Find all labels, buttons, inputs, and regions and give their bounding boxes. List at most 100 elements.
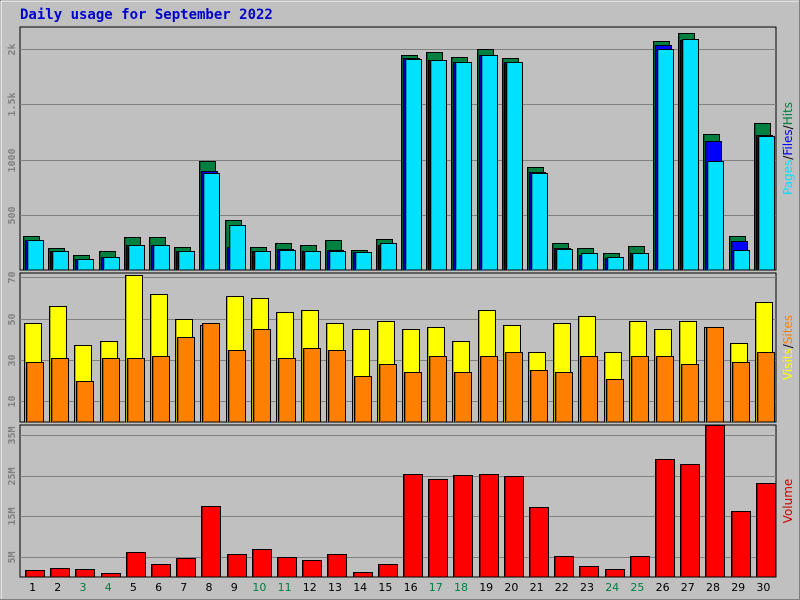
- side-label-part: /: [781, 124, 795, 129]
- bar-pages-day-16: [405, 59, 422, 271]
- x-tick-label-day-22: 22: [555, 581, 569, 594]
- bar-pages-day-25: [632, 253, 649, 271]
- bar-sites-day-5: [127, 358, 145, 423]
- bar-sites-day-7: [177, 337, 195, 423]
- bar-pages-day-18: [455, 62, 472, 271]
- bar-pages-day-23: [581, 253, 598, 271]
- bar-sites-day-18: [454, 372, 472, 423]
- bar-sites-day-22: [555, 372, 573, 423]
- x-tick-label-day-17: 17: [429, 581, 443, 594]
- series-sites: [26, 323, 775, 423]
- x-tick-label-day-11: 11: [278, 581, 292, 594]
- bar-pages-day-20: [506, 62, 523, 271]
- bar-volume-day-30: [756, 483, 776, 578]
- bar-sites-day-16: [404, 372, 422, 423]
- bar-volume-day-6: [151, 564, 171, 578]
- bar-volume-day-16: [403, 474, 423, 578]
- y-tick-label: 500: [7, 206, 18, 224]
- bar-volume-day-3: [75, 569, 95, 578]
- bar-sites-day-1: [26, 362, 44, 423]
- bar-sites-day-23: [580, 356, 598, 423]
- x-tick-label-day-8: 8: [206, 581, 213, 594]
- series-volume: [25, 425, 776, 578]
- x-tick-label-day-3: 3: [80, 581, 87, 594]
- bar-volume-day-27: [680, 464, 700, 578]
- x-tick-label-day-24: 24: [605, 581, 619, 594]
- x-tick-label-day-9: 9: [231, 581, 238, 594]
- side-label-part: Hits: [781, 102, 795, 125]
- bar-pages-day-15: [380, 243, 397, 271]
- bar-pages-day-30: [758, 136, 775, 271]
- y-tick-label: 70: [7, 271, 18, 283]
- x-tick-label-day-30: 30: [756, 581, 770, 594]
- x-tick-label-day-18: 18: [454, 581, 468, 594]
- bar-sites-day-29: [732, 362, 750, 423]
- x-tick-label-day-1: 1: [29, 581, 36, 594]
- bar-volume-day-19: [479, 474, 499, 578]
- bar-sites-day-26: [656, 356, 674, 423]
- side-label-hits-files-pages: Pages/Files/Hits: [781, 102, 795, 195]
- bar-pages-day-22: [556, 249, 573, 271]
- side-label-part: /: [781, 155, 795, 160]
- bar-volume-day-9: [227, 554, 247, 578]
- y-tick-label: 2k: [7, 43, 18, 55]
- bar-volume-day-10: [252, 549, 272, 578]
- y-tick-label: 1000: [7, 148, 18, 172]
- y-tick-label: 10: [7, 395, 18, 407]
- x-tick-label-day-2: 2: [54, 581, 61, 594]
- panel-volume: 5M 15M 25M 35M Volume: [7, 424, 795, 578]
- bar-volume-day-25: [630, 556, 650, 578]
- bar-sites-day-25: [631, 356, 649, 423]
- bar-pages-day-3: [77, 259, 94, 271]
- y-tick-label: 35M: [7, 426, 18, 444]
- bar-volume-day-1: [25, 570, 45, 578]
- bar-volume-day-21: [529, 507, 549, 578]
- bar-sites-day-8: [202, 323, 220, 423]
- panel-frame: [19, 26, 777, 271]
- bar-sites-day-20: [505, 352, 523, 423]
- bar-volume-day-23: [579, 566, 599, 578]
- x-tick-label-day-6: 6: [155, 581, 162, 594]
- x-tick-label-day-15: 15: [378, 581, 392, 594]
- x-tick-label-day-23: 23: [580, 581, 594, 594]
- bar-pages-day-9: [229, 225, 246, 271]
- bar-sites-day-28: [706, 327, 724, 423]
- side-label-part: Sites: [781, 315, 795, 344]
- bar-volume-day-11: [277, 557, 297, 578]
- y-tick-label: 1.5k: [7, 92, 18, 116]
- x-tick-label-day-13: 13: [328, 581, 342, 594]
- x-tick-label-day-25: 25: [630, 581, 644, 594]
- bar-pages-day-10: [254, 251, 271, 271]
- bar-pages-day-27: [682, 39, 699, 271]
- bar-volume-day-5: [126, 552, 146, 578]
- bar-sites-day-19: [480, 356, 498, 423]
- x-tick-label-day-29: 29: [731, 581, 745, 594]
- chart-title: Daily usage for September 2022: [20, 7, 273, 23]
- bar-volume-day-14: [353, 572, 373, 578]
- bar-volume-day-12: [302, 560, 322, 578]
- side-label-volume: Volume: [781, 479, 795, 524]
- side-label-part: Visits: [781, 348, 795, 380]
- bar-sites-day-3: [76, 381, 94, 423]
- bar-sites-day-11: [278, 358, 296, 423]
- side-label-part: Volume: [781, 479, 795, 524]
- side-label-part: Pages: [781, 160, 795, 195]
- bar-pages-day-29: [733, 250, 750, 271]
- bar-pages-day-5: [128, 245, 145, 271]
- bar-volume-day-4: [101, 573, 121, 578]
- bar-pages-day-12: [304, 251, 321, 271]
- bar-sites-day-17: [429, 356, 447, 423]
- x-tick-label-day-20: 20: [504, 581, 518, 594]
- bar-volume-day-8: [201, 506, 221, 578]
- x-tick-label-day-26: 26: [656, 581, 670, 594]
- bar-volume-day-13: [327, 554, 347, 578]
- y-tick-label: 25M: [7, 467, 18, 485]
- panel-hits-files-pages: 500 1000 1.5k 2k Pages/Files/Hits: [7, 26, 795, 271]
- x-tick-label-day-16: 16: [404, 581, 418, 594]
- x-tick-label-day-14: 14: [353, 581, 367, 594]
- bar-pages-day-2: [52, 251, 69, 271]
- y-tick-label: 5M: [7, 551, 18, 563]
- bar-sites-day-24: [606, 379, 624, 423]
- side-label-visits-sites: Visits/Sites: [781, 315, 795, 380]
